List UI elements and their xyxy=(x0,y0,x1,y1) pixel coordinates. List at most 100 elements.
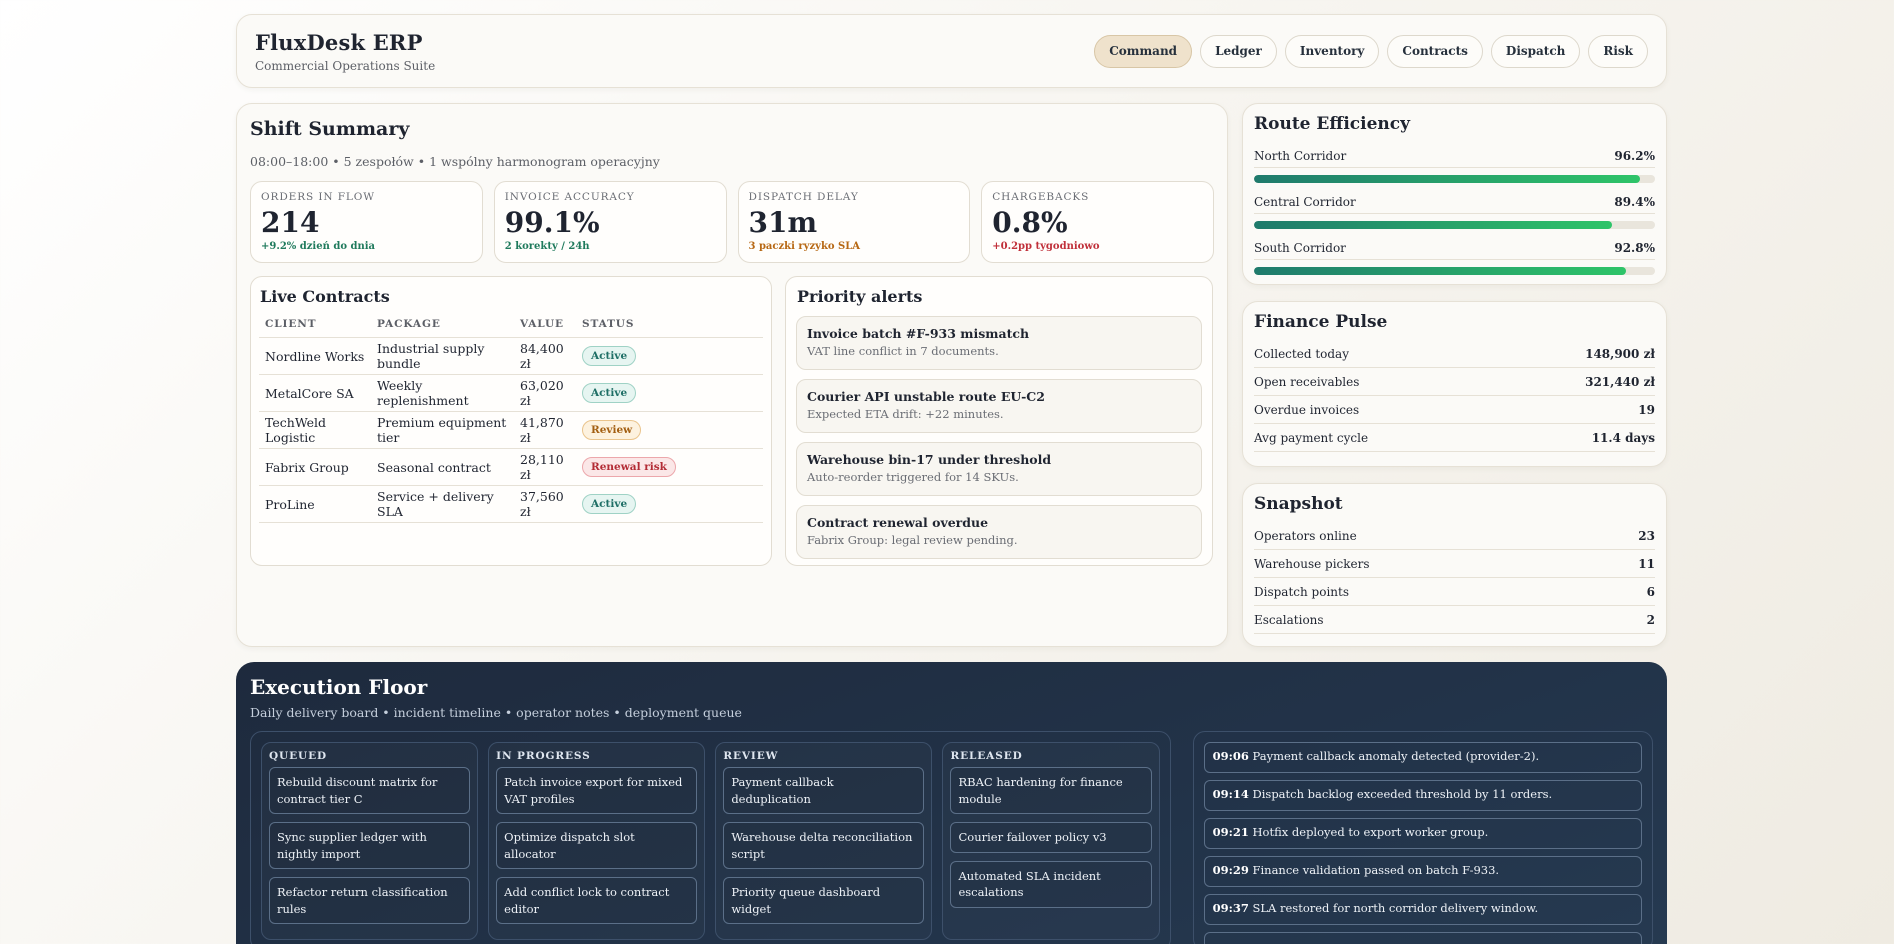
route-value: 96.2% xyxy=(1614,149,1655,163)
board-column-review: REVIEW Payment callback deduplication Wa… xyxy=(715,742,933,940)
task-card[interactable]: RBAC hardening for finance module xyxy=(950,767,1152,814)
cell-value: 28,110 zł xyxy=(514,448,576,486)
column-header-client[interactable]: CLIENT xyxy=(259,318,371,338)
finance-label: Overdue invoices xyxy=(1254,402,1360,417)
table-header-row: CLIENT PACKAGE VALUE STATUS xyxy=(259,318,763,338)
nav-contracts[interactable]: Contracts xyxy=(1387,34,1483,68)
live-contracts-panel: Live Contracts CLIENT PACKAGE VALUE STAT… xyxy=(250,276,772,566)
event-time: 09:37 xyxy=(1212,901,1249,915)
table-row[interactable]: MetalCore SA Weekly replenishment 63,020… xyxy=(259,374,763,412)
contracts-table: CLIENT PACKAGE VALUE STATUS Nordline Wor… xyxy=(259,318,763,523)
table-row[interactable]: Fabrix Group Seasonal contract 28,110 zł… xyxy=(259,448,763,486)
route-value: 92.8% xyxy=(1614,241,1655,255)
task-card[interactable]: Refactor return classification rules xyxy=(269,877,471,924)
task-card[interactable]: Patch invoice export for mixed VAT profi… xyxy=(496,767,698,814)
column-header-value[interactable]: VALUE xyxy=(514,318,576,338)
timeline-event-partial[interactable] xyxy=(1203,932,1642,944)
snapshot-label: Operators online xyxy=(1254,528,1357,543)
task-card[interactable]: Warehouse delta reconciliation script xyxy=(723,822,925,869)
timeline-event[interactable]: 09:37 SLA restored for north corridor de… xyxy=(1203,894,1642,925)
kpi-value: 31m xyxy=(748,206,818,239)
main-nav: Command Ledger Inventory Contracts Dispa… xyxy=(1094,34,1648,68)
task-card[interactable]: Sync supplier ledger with nightly import xyxy=(269,822,471,869)
column-header-status[interactable]: STATUS xyxy=(576,318,763,338)
task-card[interactable]: Rebuild discount matrix for contract tie… xyxy=(269,767,471,814)
task-card[interactable]: Payment callback deduplication xyxy=(723,767,925,814)
route-row-central: Central Corridor 89.4% xyxy=(1254,195,1655,214)
snapshot-value: 6 xyxy=(1646,584,1655,599)
timeline-event[interactable]: 09:29 Finance validation passed on batch… xyxy=(1203,856,1642,887)
event-text: SLA restored for north corridor delivery… xyxy=(1252,901,1539,915)
cell-status: Review xyxy=(576,411,763,449)
snapshot-value: 23 xyxy=(1638,528,1655,543)
event-time: 09:29 xyxy=(1212,863,1249,877)
snapshot-value: 2 xyxy=(1646,612,1655,627)
cell-status: Renewal risk xyxy=(576,448,763,486)
kpi-value: 0.8% xyxy=(992,206,1068,239)
alert-item[interactable]: Courier API unstable route EU-C2 Expecte… xyxy=(796,379,1202,433)
nav-inventory[interactable]: Inventory xyxy=(1284,34,1380,68)
finance-row: Collected today 148,900 zł xyxy=(1254,340,1655,368)
cell-package: Premium equipment tier xyxy=(371,411,514,449)
execution-floor-title: Execution Floor xyxy=(250,675,428,699)
finance-value: 11.4 days xyxy=(1591,430,1655,445)
timeline-event[interactable]: 09:21 Hotfix deployed to export worker g… xyxy=(1203,818,1642,849)
alert-item[interactable]: Invoice batch #F-933 mismatch VAT line c… xyxy=(796,316,1202,370)
kpi-invoice-accuracy: INVOICE ACCURACY 99.1% 2 korekty / 24h xyxy=(493,181,727,263)
task-card[interactable]: Optimize dispatch slot allocator xyxy=(496,822,698,869)
alert-title: Invoice batch #F-933 mismatch xyxy=(807,326,1030,341)
event-time: 09:21 xyxy=(1212,825,1249,839)
alert-item[interactable]: Contract renewal overdue Fabrix Group: l… xyxy=(796,505,1202,559)
column-header-package[interactable]: PACKAGE xyxy=(371,318,514,338)
kpi-dispatch-delay: DISPATCH DELAY 31m 3 paczki ryzyko SLA xyxy=(737,181,971,263)
shift-meta: 08:00–18:00 • 5 zespołów • 1 wspólny har… xyxy=(250,154,660,169)
execution-floor-subtitle: Daily delivery board • incident timeline… xyxy=(250,705,742,720)
nav-risk[interactable]: Risk xyxy=(1588,34,1648,68)
summary-lower-row: Live Contracts CLIENT PACKAGE VALUE STAT… xyxy=(250,276,1214,566)
cell-status: Active xyxy=(576,374,763,412)
progress-fill xyxy=(1254,175,1640,183)
priority-alerts-title: Priority alerts xyxy=(797,287,923,306)
cell-client: ProLine xyxy=(259,485,371,523)
route-row-north: North Corridor 96.2% xyxy=(1254,149,1655,168)
task-card[interactable]: Automated SLA incident escalations xyxy=(950,860,1152,908)
timeline-event[interactable]: 09:14 Dispatch backlog exceeded threshol… xyxy=(1203,780,1642,811)
route-efficiency-title: Route Efficiency xyxy=(1254,114,1410,134)
task-card[interactable]: Add conflict lock to contract editor xyxy=(496,877,698,924)
kpi-value: 99.1% xyxy=(504,206,600,239)
event-time: 09:14 xyxy=(1212,787,1249,801)
route-value: 89.4% xyxy=(1614,195,1655,209)
event-time: 09:06 xyxy=(1212,749,1249,763)
route-efficiency-panel: Route Efficiency North Corridor 96.2% Ce… xyxy=(1242,103,1667,285)
snapshot-label: Warehouse pickers xyxy=(1254,556,1370,571)
snapshot-label: Dispatch points xyxy=(1254,584,1349,599)
table-row[interactable]: ProLine Service + delivery SLA 37,560 zł… xyxy=(259,485,763,523)
alert-item[interactable]: Warehouse bin-17 under threshold Auto-re… xyxy=(796,442,1202,496)
progress-fill xyxy=(1254,267,1627,275)
column-heading: RELEASED xyxy=(950,750,1023,762)
table-row[interactable]: Nordline Works Industrial supply bundle … xyxy=(259,337,763,375)
status-badge: Active xyxy=(582,494,637,514)
finance-value: 321,440 zł xyxy=(1585,374,1655,389)
event-text: Payment callback anomaly detected (provi… xyxy=(1252,749,1540,763)
progress-bar-south xyxy=(1254,267,1655,275)
timeline-event[interactable]: 09:06 Payment callback anomaly detected … xyxy=(1203,742,1642,773)
kpi-note: 3 paczki ryzyko SLA xyxy=(748,241,861,252)
event-text: Dispatch backlog exceeded threshold by 1… xyxy=(1252,787,1553,801)
progress-bar-central xyxy=(1254,221,1655,229)
nav-dispatch[interactable]: Dispatch xyxy=(1490,34,1581,68)
snapshot-row: Dispatch points 6 xyxy=(1254,578,1655,606)
cell-package: Weekly replenishment xyxy=(371,374,514,412)
finance-value: 148,900 zł xyxy=(1585,346,1655,361)
kpi-label: CHARGEBACKS xyxy=(992,191,1090,203)
finance-pulse-title: Finance Pulse xyxy=(1254,312,1388,332)
kpi-orders-in-flow: ORDERS IN FLOW 214 +9.2% dzień do dnia xyxy=(250,181,483,263)
task-card[interactable]: Priority queue dashboard widget xyxy=(723,877,925,924)
task-card[interactable]: Courier failover policy v3 xyxy=(950,822,1152,853)
nav-ledger[interactable]: Ledger xyxy=(1200,34,1277,68)
nav-command[interactable]: Command xyxy=(1094,34,1193,68)
kpi-label: INVOICE ACCURACY xyxy=(504,191,635,203)
table-row[interactable]: TechWeld Logistic Premium equipment tier… xyxy=(259,411,763,449)
status-badge: Review xyxy=(582,420,642,440)
cell-client: MetalCore SA xyxy=(259,374,371,412)
